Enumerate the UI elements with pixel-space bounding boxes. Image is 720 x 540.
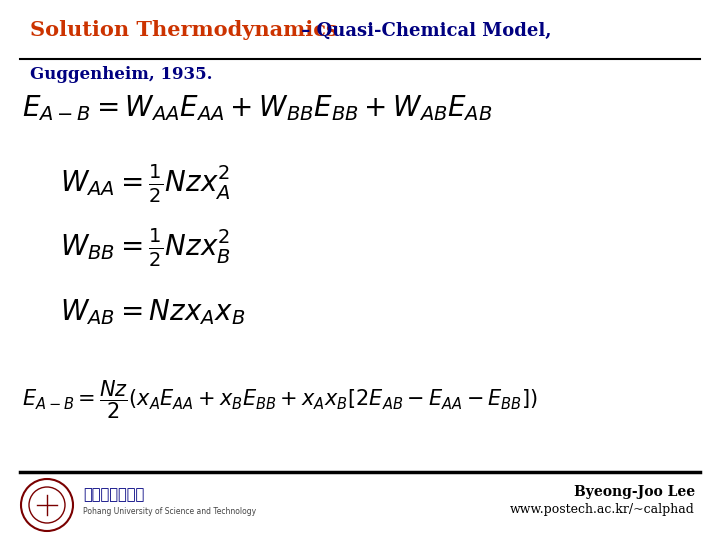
Text: Guggenheim, 1935.: Guggenheim, 1935. xyxy=(30,66,212,83)
Text: $W_{BB} = \frac{1}{2} Nzx_B^2$: $W_{BB} = \frac{1}{2} Nzx_B^2$ xyxy=(60,227,230,269)
Text: Pohang University of Science and Technology: Pohang University of Science and Technol… xyxy=(83,508,256,516)
Text: www.postech.ac.kr/~calphad: www.postech.ac.kr/~calphad xyxy=(510,503,695,516)
Text: Byeong-Joo Lee: Byeong-Joo Lee xyxy=(574,485,695,499)
Text: $W_{AA} = \frac{1}{2} Nzx_A^2$: $W_{AA} = \frac{1}{2} Nzx_A^2$ xyxy=(60,163,230,205)
Text: $E_{A-B} = \dfrac{Nz}{2}(x_A E_{AA} + x_B E_{BB} + x_A x_B [2E_{AB} - E_{AA} - E: $E_{A-B} = \dfrac{Nz}{2}(x_A E_{AA} + x_… xyxy=(22,379,538,421)
Text: Solution Thermodynamics: Solution Thermodynamics xyxy=(30,20,338,40)
Text: – Quasi-Chemical Model,: – Quasi-Chemical Model, xyxy=(295,22,552,40)
Text: 포항공과대학교: 포항공과대학교 xyxy=(83,488,144,503)
Text: $W_{AB} = Nzx_A x_B$: $W_{AB} = Nzx_A x_B$ xyxy=(60,297,246,327)
Text: $E_{A-B} = W_{AA}E_{AA} + W_{BB}E_{BB} + W_{AB}E_{AB}$: $E_{A-B} = W_{AA}E_{AA} + W_{BB}E_{BB} +… xyxy=(22,93,492,123)
